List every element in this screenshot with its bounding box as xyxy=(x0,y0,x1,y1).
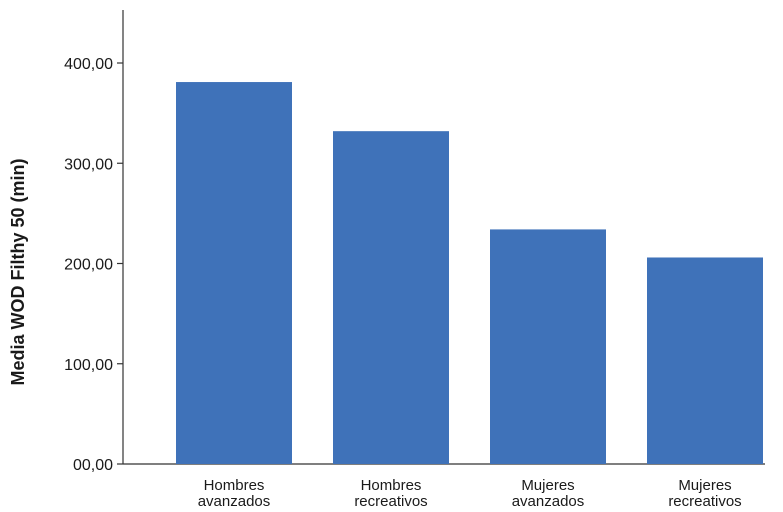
x-tick-label: Hombres recreativos xyxy=(354,477,427,510)
bar xyxy=(333,131,449,465)
y-axis-title: Media WOD Filthy 50 (min) xyxy=(8,158,28,385)
y-tick-label: 00,00 xyxy=(73,457,113,474)
x-tick-labels: Hombres avanzados Hombres recreativos Mujere… xyxy=(198,477,742,510)
x-tick-label: Hombres avanzados xyxy=(198,477,271,510)
bar xyxy=(647,257,763,464)
x-tick-label: Mujeres recreativos xyxy=(668,477,741,510)
y-tick-label: 300,00 xyxy=(64,156,113,173)
y-tick-label: 400,00 xyxy=(64,56,113,73)
bar xyxy=(490,229,606,464)
y-tick-label: 200,00 xyxy=(64,257,113,274)
bars xyxy=(176,82,763,465)
x-tick-label: Mujeres avanzados xyxy=(512,477,585,510)
bar xyxy=(176,82,292,465)
y-ticks: 00,00 100,00 200,00 300,00 400,00 xyxy=(64,56,123,474)
y-tick-label: 100,00 xyxy=(64,357,113,374)
